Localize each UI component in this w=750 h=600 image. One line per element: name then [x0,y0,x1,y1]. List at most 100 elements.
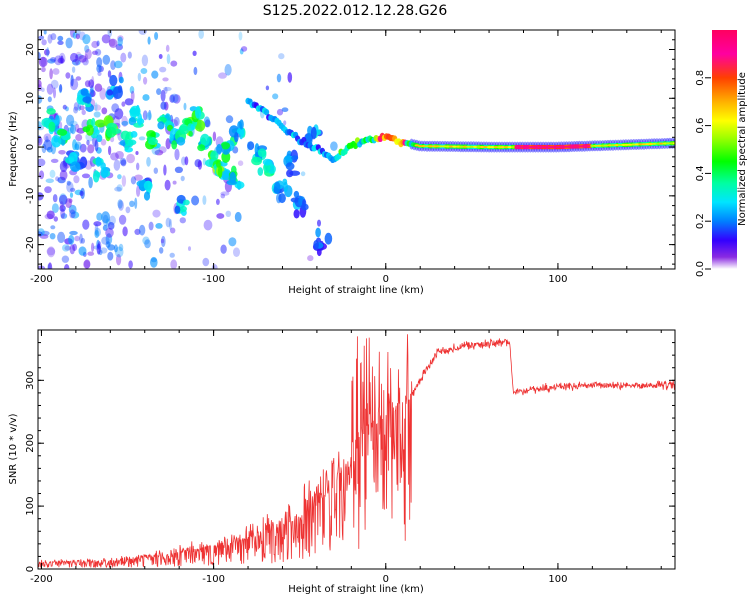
noise-blob [287,72,293,83]
noise-blob [272,93,279,100]
noise-blob [300,171,306,177]
ridge-blob [264,109,270,116]
noise-blob [160,238,165,244]
noise-blob [121,175,127,187]
noise-blob [105,241,111,248]
noise-blob [148,109,152,121]
noise-blob [77,102,82,112]
y-tick-label: 100 [25,497,36,516]
noise-blob [220,193,226,199]
noise-blob [129,200,135,207]
noise-blob [117,199,123,209]
ridge-core [469,145,474,148]
cluster-blob [124,144,129,151]
noise-blob [153,167,158,174]
noise-blob [121,120,129,126]
ridge-core [424,145,430,148]
noise-blob [47,58,56,64]
cluster-blob [164,120,173,126]
noise-blob [281,107,289,112]
noise-blob [130,176,137,185]
noise-blob [64,264,70,269]
ridge-core [648,142,654,146]
cluster-blob [148,137,158,146]
ridge-core [634,143,640,146]
ridge-core [669,142,674,145]
cluster-blob [315,227,321,238]
noise-blob [69,230,78,236]
noise-blob [202,257,210,267]
noise-blob [155,223,163,229]
cluster-blob [257,167,264,176]
ridge-core [500,146,505,149]
snr-y-ticks: 0 100 200 300 [25,342,675,572]
noise-blob [96,57,103,68]
noise-blob [82,34,91,45]
cluster-blob [171,140,178,150]
noise-blob [78,55,87,63]
noise-blob [86,139,90,146]
noise-blob [170,227,176,234]
cluster-blob [239,119,244,130]
noise-blob [92,136,97,147]
noise-blob [154,149,164,156]
noise-blob [91,40,99,49]
noise-blob [94,83,103,92]
noise-blob [97,241,102,251]
cluster-blob [210,150,219,162]
noise-blob [101,34,111,44]
noise-blob [65,37,73,49]
colorbar-tick-label: 0.2 [695,213,706,229]
spectrogram-y-label: Frequency (Hz) [8,111,19,187]
ridge-core [641,143,647,146]
noise-blob [211,264,218,269]
noise-blob [144,239,151,249]
x-tick-label: 100 [548,274,567,285]
ridge-core [504,146,509,149]
noise-blob [105,227,114,238]
noise-blob [38,125,45,131]
noise-blob [68,204,77,215]
spectrogram-x-label: Height of straight line (km) [288,285,424,296]
y-tick-label: -20 [25,236,36,252]
noise-blob [203,219,213,231]
noise-blob [64,245,72,251]
ridge-core [445,145,450,148]
noise-blob [75,30,81,36]
spectrogram-x-ticks: -200 -100 0 100 [30,30,662,285]
noise-blob [170,60,178,67]
noise-blob [69,192,74,198]
ridge-core [662,142,667,145]
ridge-core [511,146,516,149]
noise-blob [173,116,180,127]
ridge-core [652,142,657,145]
cluster-blob [109,74,118,87]
noise-blob [117,174,122,180]
noise-blob [78,246,87,256]
noise-blob [79,233,83,244]
noise-blob [193,66,198,76]
cluster-blob [200,133,210,146]
noise-blob [60,213,68,219]
noise-blob [241,46,248,52]
ridge-core [438,145,444,148]
cluster-blob [169,133,174,142]
noise-blob [38,79,42,88]
cluster-blob [180,205,187,213]
cluster-blob [183,199,190,206]
noise-blob [74,141,82,150]
cluster-blob [129,105,141,117]
ridge-core [603,144,609,147]
cluster-blob [48,121,56,132]
colorbar-tick-label: 0.6 [695,118,706,134]
noise-blob [165,44,170,53]
ridge-blob [352,142,359,150]
noise-blob [79,105,85,111]
noise-blob [276,73,282,83]
noise-blob [60,208,65,219]
cluster-blob [251,156,263,166]
cluster-blob [293,209,300,219]
noise-blob [84,48,92,60]
noise-blob [69,209,76,219]
noise-blob [96,212,103,221]
